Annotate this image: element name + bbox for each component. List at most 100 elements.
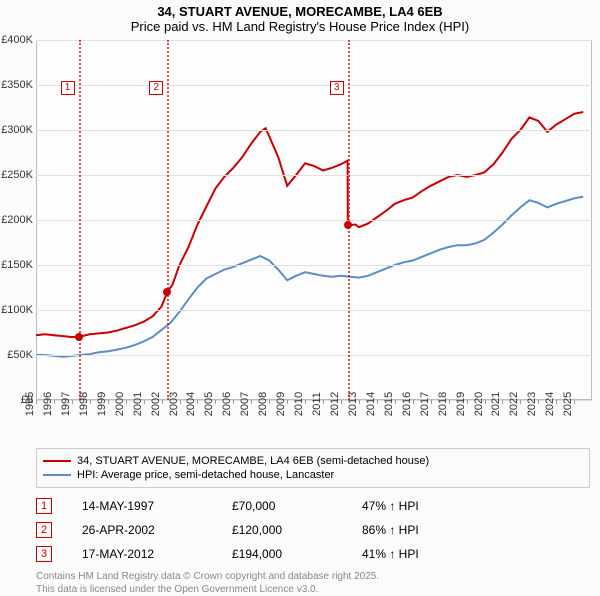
transaction-price: £194,000 <box>232 547 362 561</box>
chart-x-tick-label: 1997 <box>60 392 72 416</box>
transaction-vline <box>167 40 169 400</box>
chart-y-tick-label: £300K <box>1 124 33 136</box>
chart-x-tick-label: 2016 <box>401 392 413 416</box>
chart-legend: 34, STUART AVENUE, MORECAMBE, LA4 6EB (s… <box>36 448 590 488</box>
chart-x-tick <box>36 400 37 404</box>
legend-label: HPI: Average price, semi-detached house,… <box>77 469 334 481</box>
chart-x-tick-label: 2025 <box>562 392 574 416</box>
legend-label: 34, STUART AVENUE, MORECAMBE, LA4 6EB (s… <box>77 455 429 467</box>
chart-y-tick-label: £100K <box>1 304 33 316</box>
chart-x-tick-label: 1999 <box>96 392 108 416</box>
chart-x-tick-label: 1996 <box>42 392 54 416</box>
chart-gridline <box>36 40 592 41</box>
transaction-vline <box>348 40 350 400</box>
chart-gridline <box>36 310 592 311</box>
chart-x-tick <box>413 400 414 404</box>
legend-swatch <box>43 474 71 476</box>
chart-y-tick-label: £400K <box>1 34 33 46</box>
chart-x-tick-label: 2022 <box>508 392 520 416</box>
transaction-row: 3 17-MAY-2012£194,00041% ↑ HPI <box>36 546 576 562</box>
chart-x-tick-label: 1995 <box>24 392 36 416</box>
transaction-date: 26-APR-2002 <box>82 523 232 537</box>
chart-x-tick <box>144 400 145 404</box>
chart-gridline <box>36 175 592 176</box>
chart-x-tick-label: 2008 <box>257 392 269 416</box>
transaction-row: 226-APR-2002£120,00086% ↑ HPI <box>36 522 576 538</box>
legend-item: HPI: Average price, semi-detached house,… <box>43 469 583 481</box>
transaction-dot <box>344 221 352 229</box>
chart-x-tick-label: 2011 <box>311 392 323 416</box>
chart-x-tick <box>502 400 503 404</box>
chart-title-block: 34, STUART AVENUE, MORECAMBE, LA4 6EB Pr… <box>0 0 600 40</box>
chart-x-tick-label: 2010 <box>293 392 305 416</box>
transaction-row-badge: 1 <box>36 498 52 514</box>
chart-x-tick <box>90 400 91 404</box>
legend-item: 34, STUART AVENUE, MORECAMBE, LA4 6EB (s… <box>43 455 583 467</box>
chart-x-tick <box>449 400 450 404</box>
chart-x-tick <box>305 400 306 404</box>
chart-x-tick <box>323 400 324 404</box>
transaction-vline <box>79 40 81 400</box>
chart-gridline <box>36 355 592 356</box>
chart-x-tick <box>341 400 342 404</box>
chart-x-tick <box>520 400 521 404</box>
chart-y-tick-label: £50K <box>7 349 33 361</box>
transaction-badge: 2 <box>149 81 163 95</box>
chart-gridline <box>36 130 592 131</box>
chart-x-tick <box>197 400 198 404</box>
chart-x-tick-label: 2006 <box>221 392 233 416</box>
transaction-row-badge: 2 <box>36 522 52 538</box>
chart-x-tick-label: 2018 <box>436 392 448 416</box>
chart-x-tick-label: 2009 <box>275 392 287 416</box>
transaction-hpi: 41% ↑ HPI <box>362 547 419 561</box>
chart-gridline <box>36 85 592 86</box>
chart-plot: £0£50K£100K£150K£200K£250K£300K£350K£400… <box>36 40 592 400</box>
chart-x-tick-label: 2004 <box>185 392 197 416</box>
chart-x-tick-label: 2015 <box>383 392 395 416</box>
chart-y-tick-label: £150K <box>1 259 33 271</box>
legend-swatch <box>43 460 71 462</box>
chart-x-tick-label: 2017 <box>418 392 430 416</box>
chart-x-tick <box>233 400 234 404</box>
chart-x-tick <box>377 400 378 404</box>
chart-x-tick <box>54 400 55 404</box>
chart-x-tick-label: 2007 <box>239 392 251 416</box>
chart-x-tick-label: 2024 <box>544 392 556 416</box>
chart-y-tick-label: £200K <box>1 214 33 226</box>
chart-x-tick-label: 2014 <box>365 392 377 416</box>
transaction-row-badge: 3 <box>36 546 52 562</box>
chart-x-tick <box>574 400 575 404</box>
transaction-row: 114-MAY-1997£70,00047% ↑ HPI <box>36 498 576 514</box>
transaction-hpi: 86% ↑ HPI <box>362 523 419 537</box>
chart-x-tick <box>126 400 127 404</box>
chart-gridline <box>36 265 592 266</box>
chart-x-tick-label: 2000 <box>113 392 125 416</box>
chart-title-address: 34, STUART AVENUE, MORECAMBE, LA4 6EB <box>0 4 600 19</box>
chart-x-tick <box>538 400 539 404</box>
chart-x-tick <box>72 400 73 404</box>
chart-title-sub: Price paid vs. HM Land Registry's House … <box>0 19 600 34</box>
transactions-table: 114-MAY-1997£70,00047% ↑ HPI226-APR-2002… <box>36 498 576 562</box>
chart-x-tick-label: 2019 <box>454 392 466 416</box>
chart-area: £0£50K£100K£150K£200K£250K£300K£350K£400… <box>36 40 592 400</box>
transaction-date: 17-MAY-2012 <box>82 547 232 561</box>
transaction-badge: 3 <box>330 81 344 95</box>
chart-y-tick-label: £250K <box>1 169 33 181</box>
chart-x-tick <box>431 400 432 404</box>
transaction-dot <box>75 333 83 341</box>
chart-x-tick-label: 2020 <box>472 392 484 416</box>
chart-x-tick-label: 2023 <box>526 392 538 416</box>
transaction-price: £70,000 <box>232 499 362 513</box>
transaction-dot <box>163 288 171 296</box>
chart-x-tick <box>269 400 270 404</box>
chart-x-tick-label: 2005 <box>203 392 215 416</box>
chart-x-tick-label: 2021 <box>490 392 502 416</box>
chart-x-tick <box>251 400 252 404</box>
chart-x-tick-label: 2002 <box>149 392 161 416</box>
chart-x-tick-label: 2001 <box>131 392 143 416</box>
license-line1: Contains HM Land Registry data © Crown c… <box>36 570 600 583</box>
chart-x-tick <box>359 400 360 404</box>
chart-gridline <box>36 220 592 221</box>
transaction-date: 14-MAY-1997 <box>82 499 232 513</box>
license-text: Contains HM Land Registry data © Crown c… <box>36 570 600 596</box>
